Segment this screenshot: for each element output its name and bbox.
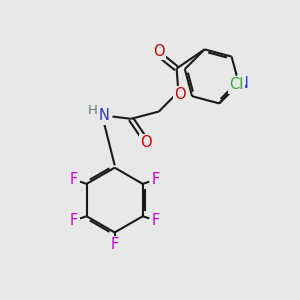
Text: F: F: [110, 237, 119, 252]
Text: F: F: [69, 213, 77, 228]
Text: F: F: [69, 172, 77, 187]
Text: O: O: [140, 135, 152, 150]
Text: F: F: [152, 172, 160, 187]
Text: N: N: [238, 76, 249, 91]
Text: H: H: [88, 104, 98, 117]
Text: O: O: [174, 87, 185, 102]
Text: Cl: Cl: [230, 77, 244, 92]
Text: N: N: [99, 108, 110, 123]
Text: O: O: [153, 44, 165, 59]
Text: F: F: [152, 213, 160, 228]
